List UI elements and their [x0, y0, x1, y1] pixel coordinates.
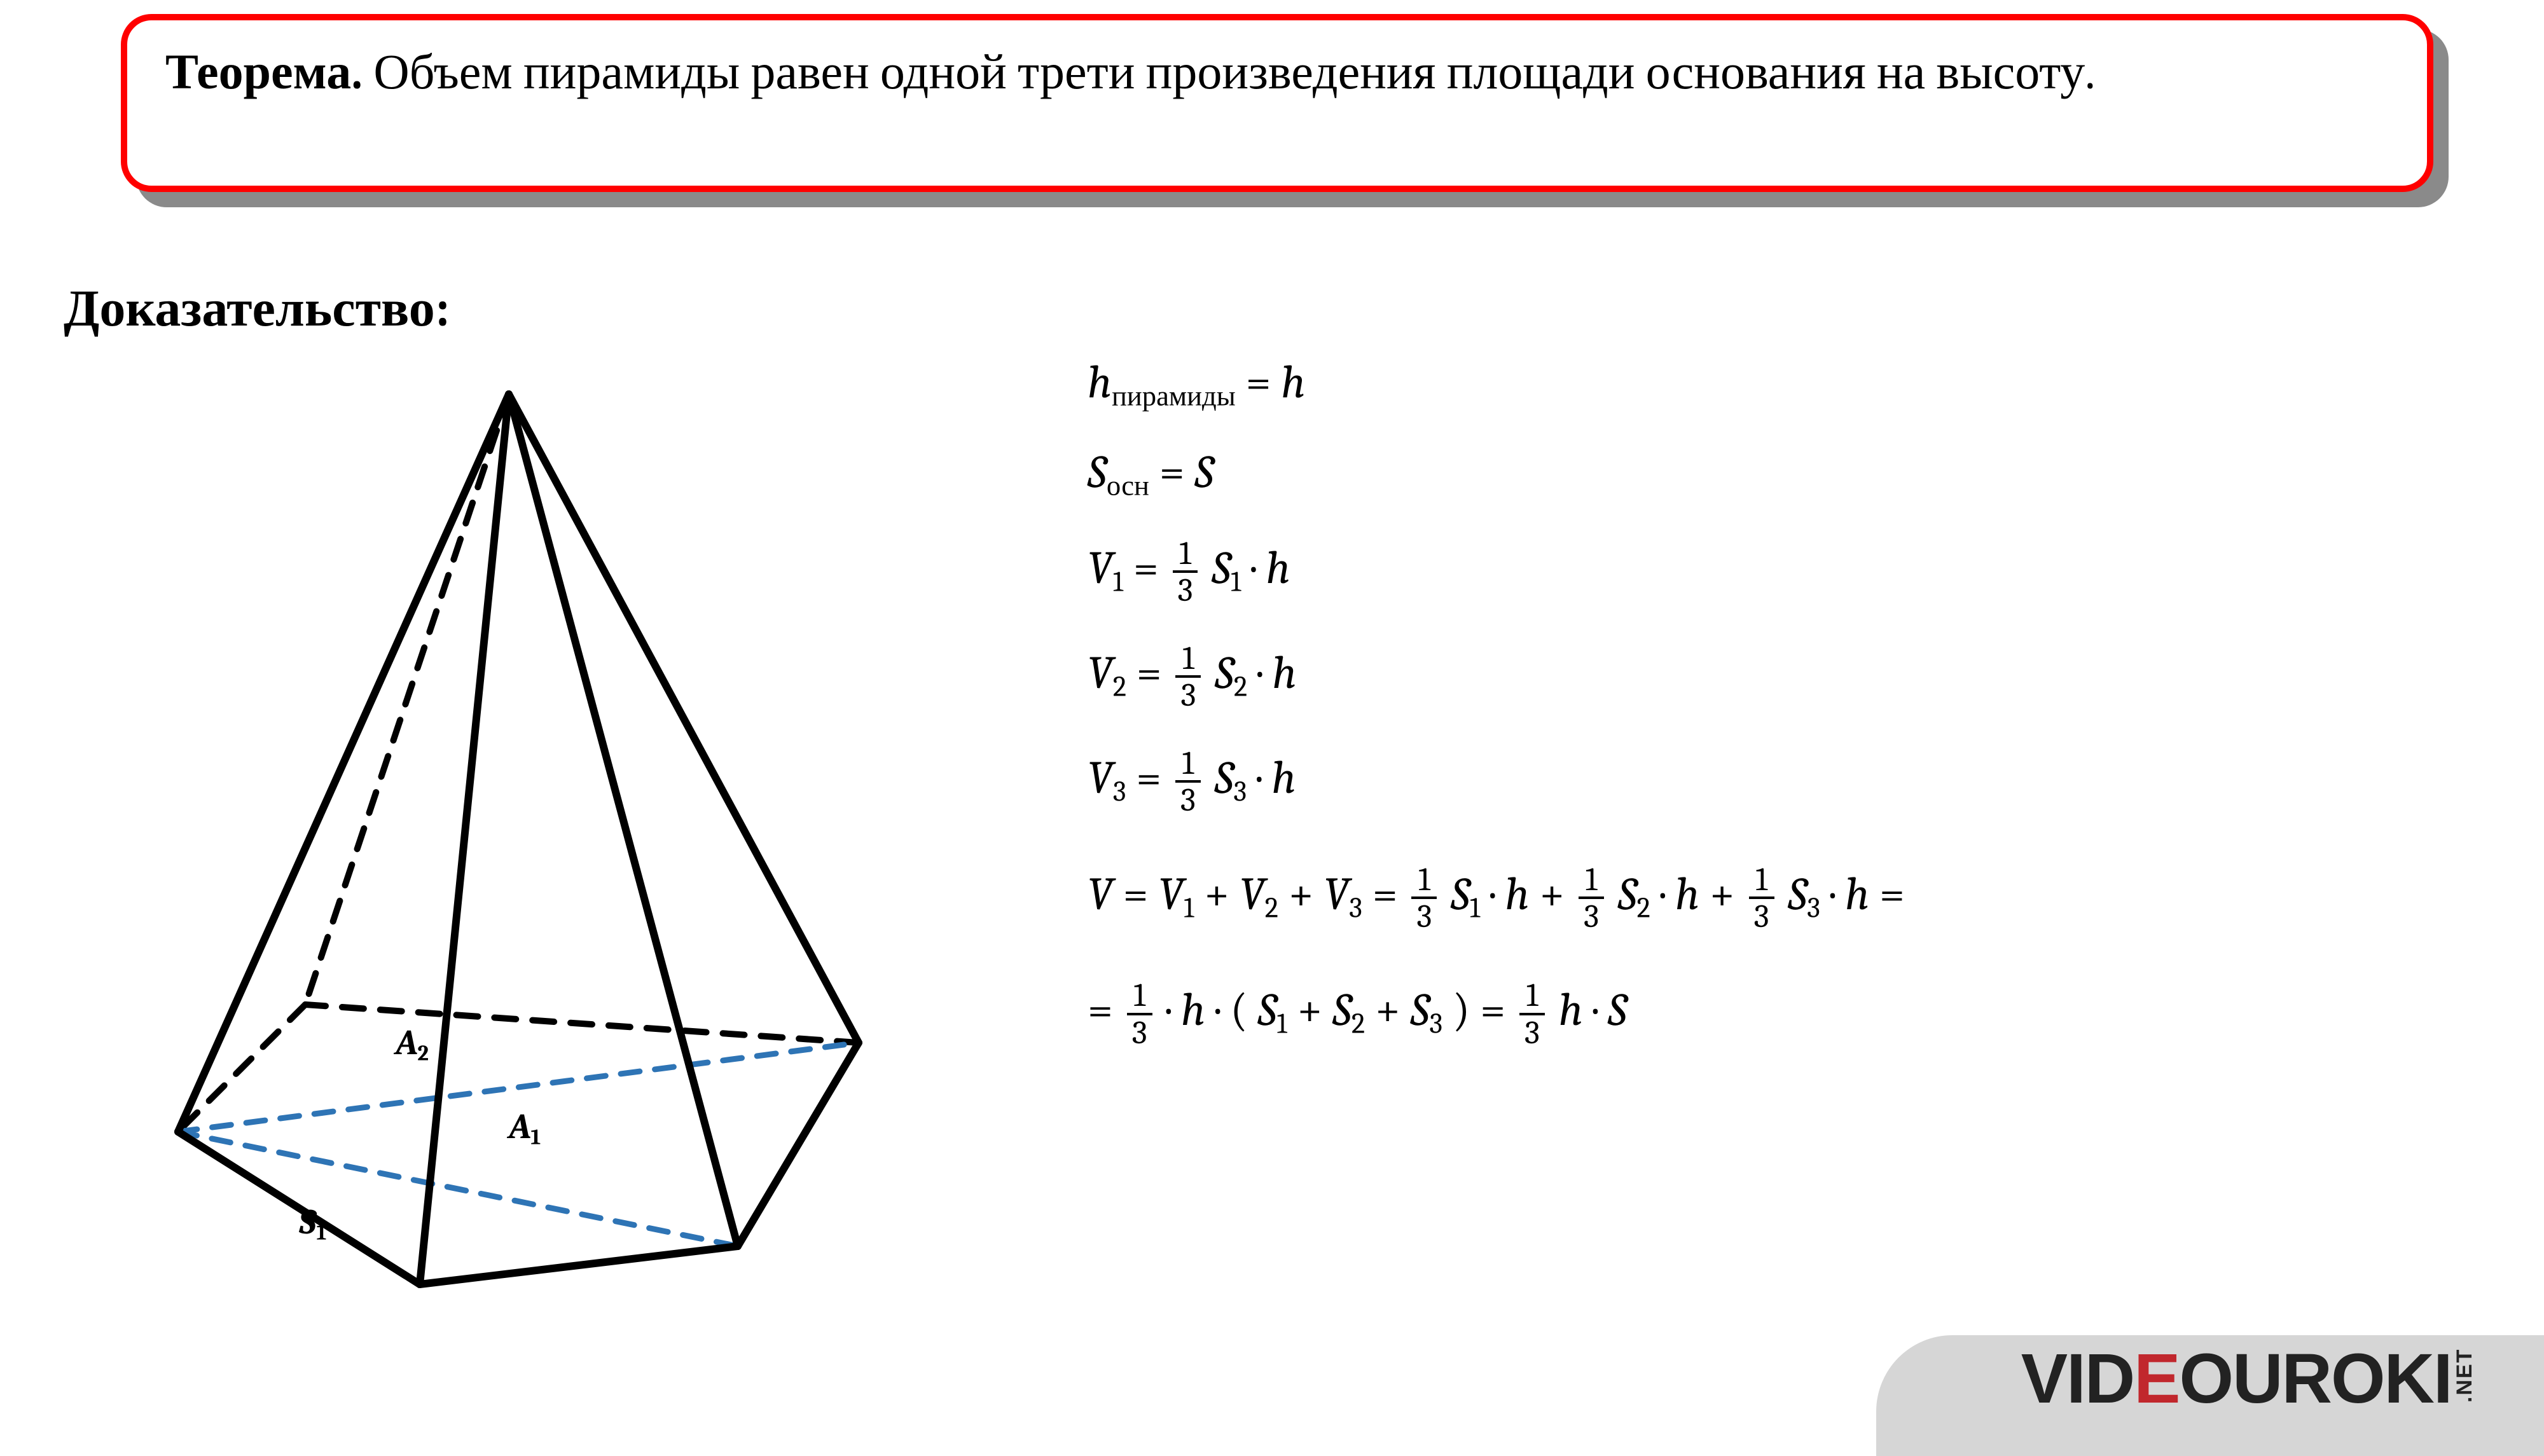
theorem-text: Теорема. Объем пирамиды равен одной трет… — [165, 38, 2389, 107]
equations-block: hпирамиды = h Sосн = S V1 = 13 S1 · h V2… — [1088, 356, 2360, 1083]
proof-heading: Доказательство: — [64, 278, 450, 339]
eq-line-v2: V2 = 13 S2 · h — [1088, 641, 2360, 713]
eq-line-v3: V3 = 13 S3 · h — [1088, 746, 2360, 818]
diagram-label-a1: A1 — [509, 1106, 541, 1150]
eq-line-2: Sосн = S — [1088, 446, 2360, 502]
diagram-label-a2: A2 — [396, 1022, 429, 1066]
eq-line-sum2: = 13 · h · ( S1 + S2 + S3 ) = 13 h · S — [1088, 978, 2360, 1050]
eq-line-1: hпирамиды = h — [1088, 356, 2360, 413]
theorem-box: Теорема. Объем пирамиды равен одной трет… — [121, 14, 2433, 192]
pyramid-diagram: A2 A1 S1 — [102, 356, 929, 1310]
diagram-label-s1: S1 — [299, 1202, 326, 1246]
watermark: VIDEOUROKI.NET — [1876, 1316, 2544, 1431]
theorem-label: Теорема. — [165, 44, 363, 101]
pyramid-svg — [102, 356, 929, 1342]
theorem-body: Объем пирамиды равен одной трети произве… — [363, 44, 2095, 101]
watermark-net: .NET — [2452, 1349, 2477, 1403]
eq-line-sum1: V = V1 + V2 + V3 = 13 S1 · h + 13 S2 · h… — [1088, 862, 2360, 934]
watermark-text: VIDEOUROKI.NET — [2021, 1338, 2506, 1419]
eq-line-v1: V1 = 13 S1 · h — [1088, 536, 2360, 608]
